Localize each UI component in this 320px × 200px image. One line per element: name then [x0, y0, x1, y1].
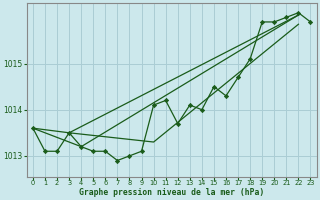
X-axis label: Graphe pression niveau de la mer (hPa): Graphe pression niveau de la mer (hPa)	[79, 188, 264, 197]
